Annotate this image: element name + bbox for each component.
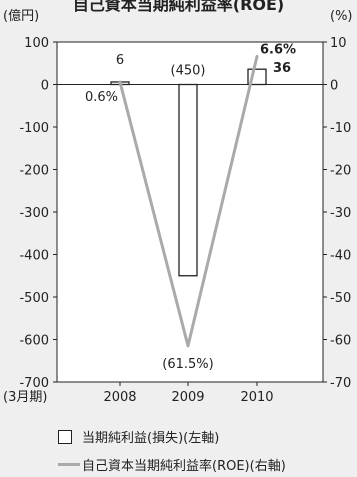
bar-value-label: (450)	[171, 64, 206, 79]
legend-bar-label: 当期純利益(損失)(左軸)	[82, 431, 220, 446]
right-tick-label: -70	[330, 376, 351, 391]
bar-value-label: 6	[116, 53, 124, 68]
line-value-label: (61.5%)	[162, 357, 213, 372]
left-tick-label: 100	[24, 36, 49, 51]
right-tick-label: -50	[330, 291, 351, 306]
left-tick-label: -600	[19, 334, 49, 349]
left-tick-label: -100	[19, 121, 49, 136]
legend-line-swatch	[58, 463, 80, 466]
data-labels: 6 (450) 36 0.6% (61.5%) 6.6%	[85, 42, 296, 371]
right-tick-label: 10	[330, 36, 347, 51]
x-tick-label: 2010	[240, 390, 273, 405]
right-tick-label: -60	[330, 334, 351, 349]
left-tick-label: -700	[19, 376, 49, 391]
x-axis-prefix: (3月期)	[3, 390, 47, 405]
x-tick-label: 2008	[103, 390, 136, 405]
right-tick-label: -20	[330, 164, 351, 179]
right-axis-unit: (%)	[330, 9, 353, 24]
line-value-label: 6.6%	[260, 42, 296, 57]
left-tick-label: 0	[41, 79, 49, 94]
bar	[178, 83, 198, 277]
roe-point	[255, 54, 259, 58]
right-tick-label: -10	[330, 121, 351, 136]
bar-value-label: 36	[273, 61, 291, 76]
right-tick-label: -30	[330, 206, 351, 221]
roe-point	[118, 80, 122, 84]
legend-item-line: 自己資本当期純利益率(ROE)(右軸)	[58, 455, 286, 474]
right-tick-label: 0	[330, 79, 338, 94]
x-tick-label: 2009	[171, 390, 204, 405]
left-tick-label: -500	[19, 291, 49, 306]
line-value-label: 0.6%	[85, 90, 118, 105]
legend-item-bar: 当期純利益(損失)(左軸)	[58, 427, 219, 446]
left-tick-label: -200	[19, 164, 49, 179]
chart-title: 自己資本当期純利益率(ROE)	[72, 0, 285, 14]
legend-bar-swatch	[58, 429, 72, 444]
x-axis-ticks: (3月期) 2008 2009 2010	[3, 382, 274, 405]
roe-point	[186, 344, 190, 348]
left-axis-unit: (億円)	[3, 8, 39, 24]
legend-line-label: 自己資本当期純利益率(ROE)(右軸)	[82, 459, 286, 474]
right-axis-ticks: 10 0 -10 -20 -30 -40 -50 -60 -70	[323, 36, 351, 391]
left-tick-label: -400	[19, 249, 49, 264]
left-tick-label: -300	[19, 206, 49, 221]
left-axis-ticks: 100 0 -100 -200 -300 -400 -500 -600 -700	[19, 36, 57, 391]
line-series	[118, 54, 259, 348]
right-tick-label: -40	[330, 249, 351, 264]
